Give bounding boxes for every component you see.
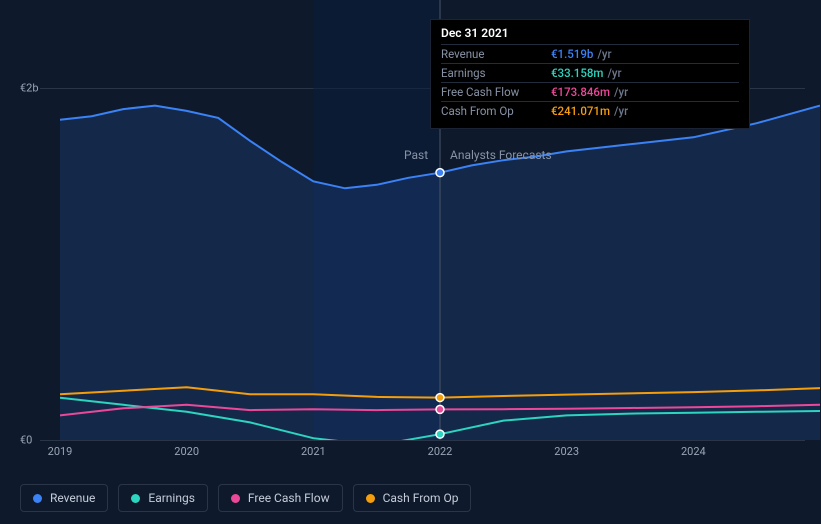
marker-revenue — [436, 169, 444, 177]
tooltip-key: Revenue — [441, 45, 551, 64]
gridline — [40, 440, 805, 441]
marker-fcf — [436, 405, 444, 413]
past-section-label: Past — [404, 148, 428, 162]
tooltip-row: Earnings€33.158m/yr — [441, 64, 739, 83]
legend-item-cfo[interactable]: Cash From Op — [353, 484, 472, 512]
tooltip-value: €241.071m/yr — [551, 102, 739, 121]
chart-tooltip: Dec 31 2021 Revenue€1.519b/yrEarnings€33… — [430, 19, 750, 129]
x-axis-label: 2023 — [554, 445, 579, 458]
legend-label: Revenue — [50, 491, 95, 505]
tooltip-key: Free Cash Flow — [441, 83, 551, 102]
legend-dot-icon — [231, 494, 240, 503]
legend-item-revenue[interactable]: Revenue — [20, 484, 108, 512]
tooltip-value: €33.158m/yr — [551, 64, 739, 83]
tooltip-row: Free Cash Flow€173.846m/yr — [441, 83, 739, 102]
tooltip-key: Cash From Op — [441, 102, 551, 121]
y-axis-label: €2b — [20, 82, 39, 95]
tooltip-value: €173.846m/yr — [551, 83, 739, 102]
x-axis-label: 2021 — [301, 445, 326, 458]
legend-dot-icon — [366, 494, 375, 503]
tooltip-row: Revenue€1.519b/yr — [441, 45, 739, 64]
tooltip-value: €1.519b/yr — [551, 45, 739, 64]
y-axis-label: €0 — [20, 434, 32, 447]
tooltip-date: Dec 31 2021 — [441, 26, 739, 44]
x-axis-label: 2024 — [681, 445, 706, 458]
x-axis-label: 2020 — [174, 445, 199, 458]
legend-label: Cash From Op — [383, 491, 459, 505]
tooltip-unit: /yr — [593, 47, 611, 61]
legend-dot-icon — [33, 494, 42, 503]
tooltip-unit: /yr — [603, 66, 621, 80]
forecast-section-label: Analysts Forecasts — [450, 148, 552, 162]
legend-label: Free Cash Flow — [248, 491, 330, 505]
marker-cfo — [436, 394, 444, 402]
x-axis-label: 2022 — [428, 445, 453, 458]
marker-earnings — [436, 430, 444, 438]
tooltip-key: Earnings — [441, 64, 551, 83]
tooltip-unit: /yr — [610, 104, 628, 118]
x-axis-label: 2019 — [48, 445, 73, 458]
legend-label: Earnings — [148, 491, 195, 505]
legend-item-fcf[interactable]: Free Cash Flow — [218, 484, 343, 512]
legend-item-earnings[interactable]: Earnings — [118, 484, 208, 512]
tooltip-unit: /yr — [610, 85, 628, 99]
legend-dot-icon — [131, 494, 140, 503]
chart-legend: Revenue Earnings Free Cash Flow Cash From O… — [20, 484, 471, 512]
tooltip-row: Cash From Op€241.071m/yr — [441, 102, 739, 121]
